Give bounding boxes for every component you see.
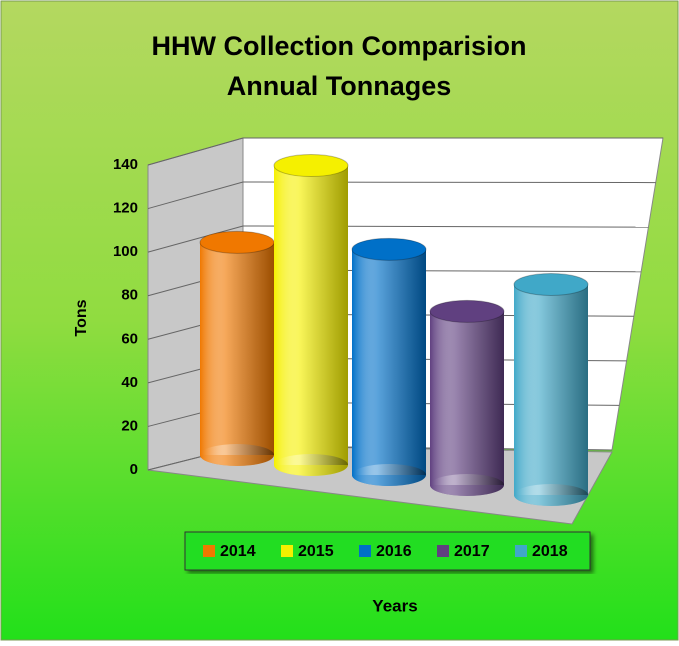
x-axis-label: Years (372, 596, 417, 615)
bar (351, 237, 427, 486)
y-tick-label: 0 (130, 461, 138, 478)
bar-bottom-shade (514, 484, 588, 506)
bar-top (273, 154, 349, 178)
legend-swatch (437, 545, 449, 557)
bar-bottom-shade (352, 464, 426, 486)
y-tick-label: 20 (121, 417, 138, 434)
y-tick-label: 100 (113, 243, 138, 260)
legend-swatch (203, 545, 215, 557)
grid-line (147, 181, 244, 210)
bar-top (199, 230, 275, 254)
bar-top (351, 237, 427, 261)
bar-shade (274, 165, 348, 466)
legend-swatch (515, 545, 527, 557)
bar-top (513, 273, 589, 297)
bar (199, 230, 275, 466)
legend-label: 2016 (376, 543, 412, 560)
legend-swatch (281, 545, 293, 557)
legend-swatch (359, 545, 371, 557)
bar-bottom-shade (200, 444, 274, 466)
bar (273, 154, 349, 476)
bar-shade (514, 284, 588, 495)
bar-shade (352, 249, 426, 475)
bar-bottom-shade (430, 474, 504, 496)
y-tick-label: 140 (113, 156, 138, 173)
legend-label: 2015 (298, 543, 334, 560)
legend-label: 2014 (220, 543, 256, 560)
bar-bottom-shade (274, 454, 348, 476)
y-tick-label: 40 (121, 374, 138, 391)
bar (513, 273, 589, 506)
legend-label: 2017 (454, 543, 490, 560)
y-tick-label: 60 (121, 330, 138, 347)
bar-top (429, 299, 505, 323)
bar-shade (200, 242, 274, 455)
legend-label: 2018 (532, 543, 568, 560)
bar-shade (430, 311, 504, 485)
chart-title: HHW Collection Comparision (151, 31, 526, 61)
y-axis-label: Tons (73, 299, 90, 336)
grid-line (147, 225, 244, 253)
y-tick-label: 120 (113, 200, 138, 217)
grid-line (147, 137, 244, 166)
chart-title: Annual Tonnages (227, 71, 452, 101)
y-tick-label: 80 (121, 287, 138, 304)
bar (429, 299, 505, 496)
